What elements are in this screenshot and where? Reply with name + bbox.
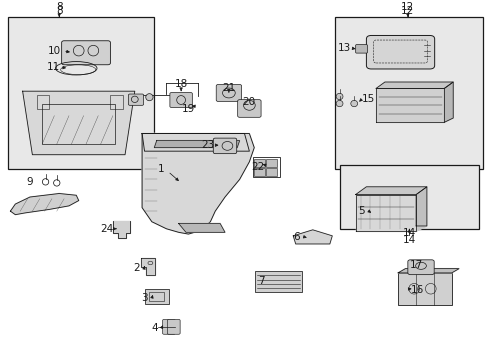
Text: 15: 15 [362, 94, 375, 104]
Text: 8: 8 [56, 6, 62, 16]
Text: 12: 12 [401, 2, 414, 12]
Text: 23: 23 [201, 140, 214, 150]
Text: 11: 11 [47, 62, 60, 72]
Bar [8, 17, 154, 169]
Polygon shape [154, 141, 239, 148]
Polygon shape [293, 230, 331, 244]
Polygon shape [141, 258, 155, 275]
Bar [149, 292, 163, 301]
Text: 13: 13 [337, 43, 350, 53]
Polygon shape [142, 134, 249, 151]
Polygon shape [415, 187, 426, 226]
Polygon shape [142, 134, 254, 234]
Polygon shape [355, 226, 426, 231]
Text: 8: 8 [56, 2, 62, 12]
Polygon shape [355, 187, 426, 194]
FancyBboxPatch shape [213, 138, 236, 154]
Text: 14: 14 [402, 228, 415, 238]
Polygon shape [444, 82, 452, 122]
Text: 17: 17 [409, 260, 423, 270]
Ellipse shape [350, 100, 357, 107]
Bar [266, 159, 277, 167]
Text: 21: 21 [222, 84, 235, 93]
Text: 16: 16 [410, 285, 424, 295]
FancyBboxPatch shape [162, 319, 175, 334]
Text: 14: 14 [402, 235, 415, 245]
Bar [339, 165, 478, 229]
Bar [42, 104, 115, 144]
Bar [254, 159, 264, 167]
FancyBboxPatch shape [366, 36, 434, 69]
Bar [37, 95, 49, 109]
Text: 20: 20 [242, 97, 254, 107]
Bar [334, 17, 483, 169]
Text: 4: 4 [151, 323, 157, 333]
Polygon shape [355, 194, 415, 231]
FancyBboxPatch shape [237, 100, 261, 117]
Polygon shape [375, 82, 452, 88]
Bar [255, 271, 302, 292]
Ellipse shape [145, 94, 153, 101]
Ellipse shape [335, 93, 342, 100]
Text: 3: 3 [141, 293, 147, 302]
Ellipse shape [335, 100, 342, 107]
Text: 7: 7 [258, 276, 264, 286]
FancyBboxPatch shape [216, 85, 241, 102]
FancyBboxPatch shape [61, 41, 110, 65]
Polygon shape [22, 91, 135, 155]
FancyBboxPatch shape [407, 260, 433, 275]
Bar [254, 168, 264, 176]
Text: 12: 12 [401, 6, 414, 16]
Ellipse shape [355, 45, 366, 53]
Text: 18: 18 [174, 79, 187, 89]
Text: 5: 5 [358, 206, 364, 216]
Bar [397, 273, 451, 305]
Text: 6: 6 [293, 232, 299, 242]
Polygon shape [10, 194, 79, 215]
Text: 22: 22 [250, 162, 264, 172]
Bar [266, 168, 277, 176]
Text: 2: 2 [133, 263, 139, 273]
Bar [144, 289, 168, 304]
Text: 19: 19 [182, 104, 195, 114]
FancyBboxPatch shape [128, 94, 143, 105]
FancyBboxPatch shape [355, 45, 366, 53]
Polygon shape [178, 224, 224, 232]
Text: 24: 24 [100, 224, 113, 234]
Polygon shape [397, 269, 458, 273]
Polygon shape [113, 221, 130, 238]
Polygon shape [375, 88, 444, 122]
Bar [110, 95, 122, 109]
Text: 10: 10 [48, 46, 61, 56]
Bar [252, 157, 280, 177]
FancyBboxPatch shape [169, 93, 192, 107]
Text: 9: 9 [26, 177, 33, 187]
FancyBboxPatch shape [167, 319, 180, 334]
Text: 1: 1 [158, 164, 164, 174]
